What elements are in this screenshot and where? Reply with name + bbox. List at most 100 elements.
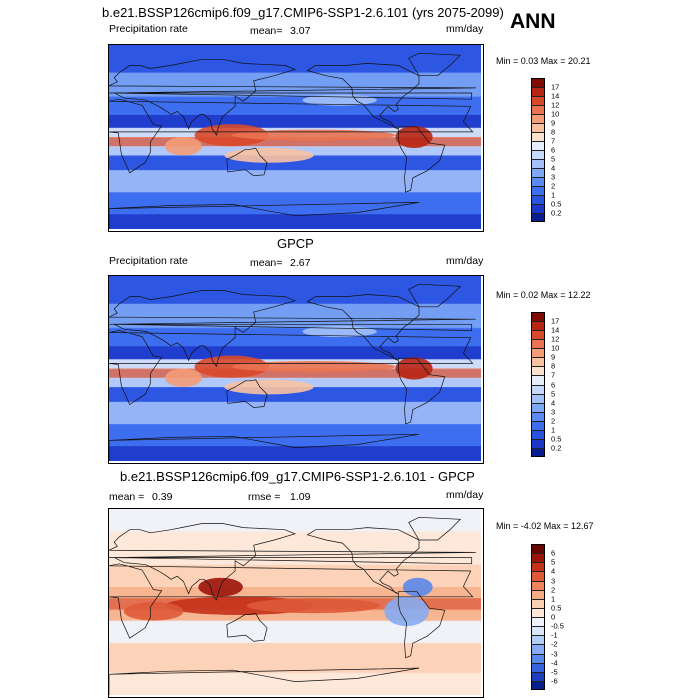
colorbar-tick-label: 0.5: [551, 199, 562, 209]
colorbar-tick-label: 5: [551, 154, 556, 164]
obs-mean-label: mean=: [250, 257, 283, 269]
diff-precip-map: [108, 508, 484, 698]
colorbar-tick-label: 1: [551, 190, 556, 200]
colorbar-tick-label: 0.5: [551, 603, 562, 613]
obs-precip-map: [108, 275, 484, 464]
colorbar-swatch: [531, 159, 545, 168]
colorbar-frame: [531, 78, 545, 222]
colorbar-swatch: [531, 635, 545, 645]
model-panel-title: b.e21.BSSP126cmip6.f09_g17.CMIP6-SSP1-2.…: [102, 5, 504, 20]
colorbar-tick-label: 3: [551, 406, 556, 416]
colorbar-swatch: [531, 680, 545, 690]
map-field: [109, 276, 481, 461]
obs-minmax: Min = 0.02 Max = 12.22: [496, 290, 591, 300]
diff-colorbar: -6 -5 -4 -3 -2 -1 -0.5 0 0.5 1 2 3 4 5 6: [531, 544, 591, 690]
diff-rmse-label: rmse =: [248, 491, 281, 503]
colorbar-swatch: [531, 429, 545, 439]
colorbar-swatch: [531, 186, 545, 195]
colorbar-tick-label: 8: [551, 361, 556, 371]
colorbar-swatch: [531, 562, 545, 572]
colorbar-tick-label: 9: [551, 118, 556, 128]
colorbar-swatch: [531, 553, 545, 563]
model-mean-value: 3.07: [290, 25, 311, 37]
model-mean-label: mean=: [250, 25, 283, 37]
colorbar-tick-label: -0.5: [551, 621, 564, 631]
colorbar-tick-label: 0: [551, 612, 556, 622]
diff-minmax: Min = -4.02 Max = 12.67: [496, 521, 594, 531]
colorbar-swatch: [531, 330, 545, 340]
colorbar-swatch: [531, 114, 545, 123]
colorbar-tick-label: 17: [551, 316, 560, 326]
colorbar-tick-label: 2: [551, 584, 556, 594]
colorbar-swatch: [531, 607, 545, 617]
colorbar-tick-label: 2: [551, 416, 556, 425]
colorbar-swatch: [531, 626, 545, 636]
colorbar-tick-label: -4: [551, 657, 558, 667]
diff-mean-label: mean =: [109, 491, 145, 503]
colorbar-swatch: [531, 393, 545, 403]
colorbar-tick-label: 6: [551, 548, 556, 558]
colorbar-swatch: [531, 447, 545, 457]
obs-units: mm/day: [446, 255, 484, 267]
colorbar-swatch: [531, 177, 545, 186]
colorbar-swatch: [531, 168, 545, 177]
colorbar-swatch: [531, 366, 545, 376]
colorbar-swatch: [531, 644, 545, 654]
obs-colorbar: 0.2 0.5 1 2 3 4 5 6 7 8 9 10 12 14 17: [531, 312, 591, 457]
model-units: mm/day: [446, 23, 484, 35]
colorbar-tick-label: 5: [551, 557, 556, 567]
map-field: [109, 509, 481, 695]
colorbar-tick-label: 5: [551, 388, 556, 398]
colorbar-swatch: [531, 105, 545, 114]
colorbar-swatch: [531, 589, 545, 599]
colorbar-tick-label: 12: [551, 100, 560, 110]
colorbar-tick-label: 8: [551, 127, 556, 137]
colorbar-tick-label: 10: [551, 109, 560, 119]
colorbar-tick-label: 9: [551, 352, 556, 362]
colorbar-swatch: [531, 123, 545, 132]
colorbar-swatch: [531, 384, 545, 394]
colorbar-swatch: [531, 204, 545, 213]
colorbar-tick-label: 0.2: [551, 443, 562, 453]
colorbar-swatch: [531, 580, 545, 590]
colorbar-frame: [531, 544, 545, 690]
colorbar-tick-label: -3: [551, 648, 558, 658]
colorbar-swatch: [531, 195, 545, 204]
colorbar-tick-label: -1: [551, 630, 558, 640]
colorbar-swatch: [531, 598, 545, 608]
colorbar-swatch: [531, 150, 545, 159]
model-precip-map: [108, 44, 484, 232]
colorbar-tick-label: 17: [551, 82, 560, 92]
colorbar-tick-label: 4: [551, 397, 556, 407]
colorbar-tick-label: 7: [551, 136, 556, 146]
colorbar-tick-label: -6: [551, 676, 558, 686]
colorbar-frame: [531, 312, 545, 457]
colorbar-swatch: [531, 357, 545, 367]
diff-units: mm/day: [446, 489, 484, 501]
diff-mean-value: 0.39: [152, 491, 173, 503]
colorbar-tick-label: 10: [551, 343, 560, 353]
diff-panel-title: b.e21.BSSP126cmip6.f09_g17.CMIP6-SSP1-2.…: [120, 469, 475, 484]
colorbar-swatch: [531, 321, 545, 331]
colorbar-swatch: [531, 411, 545, 421]
colorbar-tick-label: 0.5: [551, 434, 562, 444]
colorbar-swatch: [531, 617, 545, 627]
colorbar-tick-label: 6: [551, 379, 556, 389]
colorbar-tick-label: 14: [551, 325, 560, 335]
colorbar-swatch: [531, 653, 545, 663]
colorbar-tick-label: 7: [551, 370, 556, 380]
colorbar-swatch: [531, 339, 545, 349]
colorbar-tick-label: 4: [551, 163, 556, 173]
colorbar-swatch: [531, 375, 545, 385]
colorbar-tick-label: 3: [551, 575, 556, 585]
colorbar-swatch: [531, 671, 545, 681]
colorbar-tick-label: 1: [551, 594, 556, 603]
colorbar-tick-label: 4: [551, 566, 556, 576]
colorbar-swatch: [531, 141, 545, 150]
colorbar-swatch: [531, 662, 545, 672]
colorbar-tick-label: -2: [551, 639, 558, 649]
colorbar-tick-label: -5: [551, 667, 558, 676]
season-label: ANN: [510, 10, 556, 33]
colorbar-tick-label: 14: [551, 91, 560, 101]
model-variable-label: Precipitation rate: [109, 23, 188, 35]
